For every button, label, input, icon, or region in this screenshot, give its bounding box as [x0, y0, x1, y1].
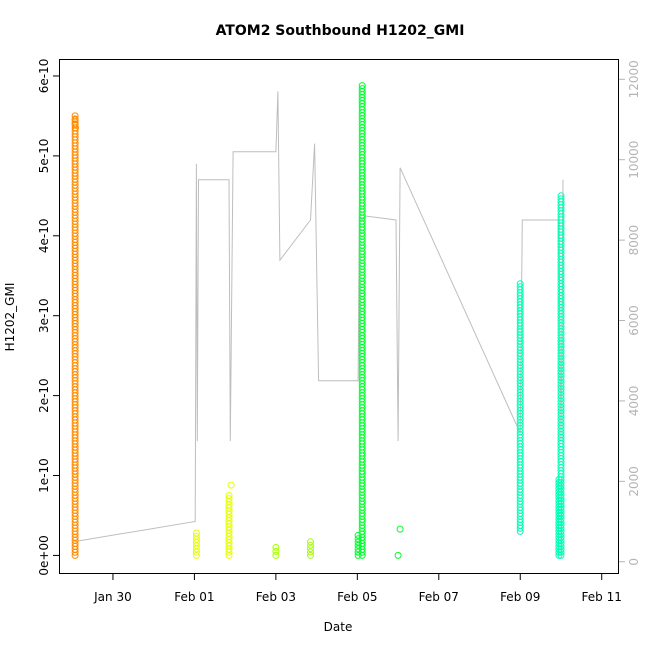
- right-tick-label: 8000: [627, 225, 641, 256]
- depth-line-layer: [74, 91, 564, 543]
- y-tick-label: 4e-10: [37, 218, 51, 253]
- data-point: [192, 529, 200, 537]
- x-tick-label: Feb 03: [256, 590, 296, 604]
- y-tick-label: 3e-10: [37, 298, 51, 333]
- right-tick-label: 10000: [627, 141, 641, 179]
- data-point: [225, 495, 233, 503]
- data-point: [71, 116, 79, 124]
- y-tick-label: 2e-10: [37, 378, 51, 413]
- series-2: [272, 538, 314, 559]
- x-tick-label: Feb 05: [337, 590, 377, 604]
- data-point: [358, 85, 366, 93]
- data-point: [72, 124, 79, 132]
- depth-line: [74, 91, 564, 543]
- data-point: [307, 545, 314, 553]
- right-tick-label: 2000: [627, 466, 641, 497]
- data-point: [557, 192, 565, 200]
- data-point: [225, 492, 233, 499]
- data-point: [396, 525, 404, 533]
- data-point: [557, 195, 565, 203]
- y-tick-label: 0e+00: [37, 535, 51, 575]
- series-4: [516, 192, 565, 559]
- series-3: [354, 82, 404, 559]
- x-axis-label: Date: [324, 620, 353, 634]
- data-point: [272, 551, 280, 559]
- plot-frame: [59, 59, 619, 574]
- data-point: [307, 538, 314, 546]
- data-point: [354, 538, 362, 546]
- data-point: [307, 541, 314, 549]
- axes-layer: Jan 30 Feb 01 Feb 03 Feb 05 Feb 07 Feb 09 Feb …: [37, 59, 641, 604]
- data-point: [307, 548, 314, 556]
- right-tick-label: 0: [627, 558, 641, 566]
- points-layer: [71, 82, 565, 559]
- chart-title: ATOM2 Southbound H1202_GMI: [216, 23, 465, 39]
- x-tick-label: Feb 07: [419, 590, 459, 604]
- right-tick-label: 12000: [627, 60, 641, 98]
- data-point: [272, 547, 280, 555]
- series-0: [71, 112, 79, 559]
- data-point: [354, 531, 362, 539]
- x-tick-label: Feb 09: [500, 590, 540, 604]
- y-axis-label: H1202_GMI: [3, 283, 17, 352]
- data-point: [354, 535, 362, 543]
- right-tick-label: 4000: [627, 386, 641, 417]
- y-tick-label: 6e-10: [37, 59, 51, 94]
- data-point: [516, 283, 524, 291]
- data-point: [394, 551, 402, 559]
- data-point: [358, 82, 366, 90]
- data-point: [307, 551, 314, 559]
- x-tick-label: Feb 01: [174, 590, 214, 604]
- y-tick-label: 5e-10: [37, 139, 51, 174]
- data-point: [227, 481, 235, 489]
- data-point: [354, 541, 362, 549]
- data-point: [516, 280, 524, 288]
- x-tick-label: Feb 11: [582, 590, 622, 604]
- data-point: [71, 120, 79, 128]
- right-tick-label: 6000: [627, 305, 641, 336]
- data-point: [71, 112, 79, 120]
- series-1: [192, 481, 235, 559]
- data-point: [192, 532, 200, 540]
- y-tick-label: 1e-10: [37, 458, 51, 493]
- data-point: [272, 543, 280, 551]
- x-tick-label: Jan 30: [93, 590, 132, 604]
